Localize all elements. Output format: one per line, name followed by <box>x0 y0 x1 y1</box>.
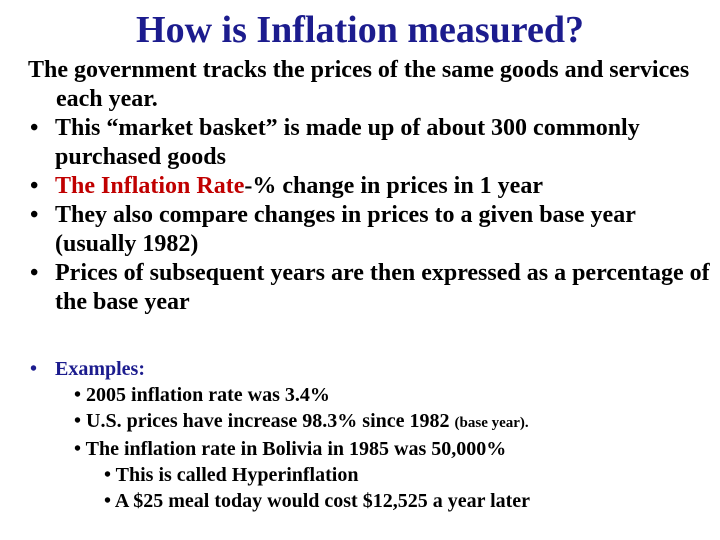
example-list: 2005 inflation rate was 3.4% U.S. prices … <box>74 382 710 462</box>
example: U.S. prices have increase 98.3% since 19… <box>74 408 710 436</box>
bullet-text: They also compare changes in prices to a… <box>55 202 636 257</box>
example-text: The inflation rate in Bolivia in 1985 wa… <box>85 438 507 460</box>
bullet-text: Prices of subsequent years are then expr… <box>55 260 710 315</box>
example-sub: A $25 meal today would cost $12,525 a ye… <box>104 488 710 514</box>
example-text: 2005 inflation rate was 3.4% <box>86 384 330 406</box>
bullet: Prices of subsequent years are then expr… <box>30 259 710 317</box>
bullet-text: The Inflation Rate <box>55 173 245 199</box>
example-text: U.S. prices have increase 98.3% since 19… <box>86 410 455 432</box>
bullet: They also compare changes in prices to a… <box>30 201 710 259</box>
example: 2005 inflation rate was 3.4% <box>74 382 710 408</box>
examples: Examples: 2005 inflation rate was 3.4% U.… <box>30 356 710 514</box>
title: How is Inflation measured? <box>136 9 584 51</box>
example-text: (base year). <box>454 415 529 431</box>
bullet-text: -% change in prices in 1 year <box>244 173 543 199</box>
example-sub: This is called Hyperinflation <box>104 462 710 488</box>
example-sublist: This is called HyperinflationA $25 meal … <box>104 462 710 514</box>
bullet-list: This “market basket” is made up of about… <box>30 114 710 317</box>
example: The inflation rate in Bolivia in 1985 wa… <box>74 436 710 462</box>
bullet-text: This “market basket” is made up of about… <box>55 115 640 170</box>
bullet: The Inflation Rate-% change in prices in… <box>30 172 710 201</box>
examples-label: Examples: <box>30 356 710 382</box>
bullet: This “market basket” is made up of about… <box>30 114 710 172</box>
intro: The government tracks the prices of the … <box>28 57 690 112</box>
